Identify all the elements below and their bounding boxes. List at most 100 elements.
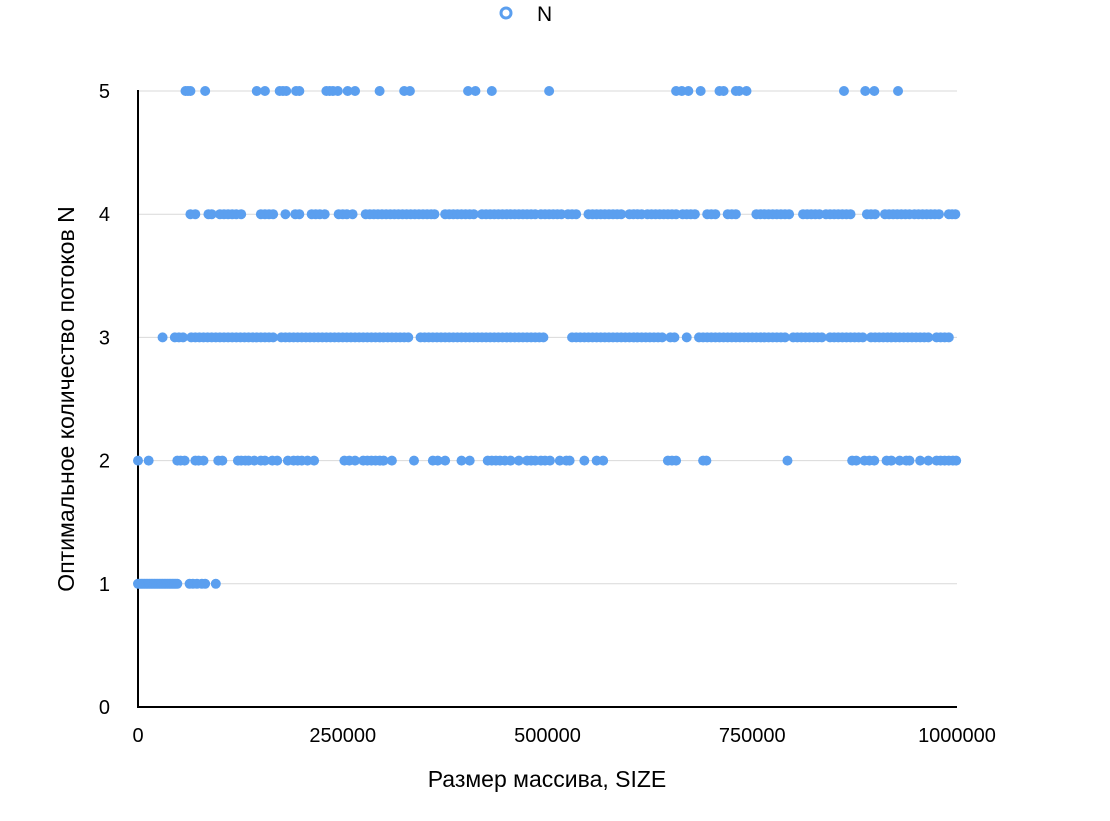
data-point (869, 455, 880, 466)
y-tick-label: 2 (99, 451, 110, 473)
tick-labels: 0 1 2 3 4 5 0 250000 500000 750000 1000000 (99, 81, 996, 747)
data-point (782, 455, 793, 466)
data-point (206, 209, 217, 220)
data-points (133, 86, 962, 589)
y-tick-label: 0 (99, 697, 110, 719)
y-axis-title: Оптимальное количество потоков N (53, 206, 79, 591)
data-point (784, 209, 795, 220)
data-point (816, 332, 827, 343)
data-point (403, 332, 414, 343)
data-point (671, 455, 682, 466)
data-point (294, 86, 305, 96)
data-point (564, 455, 575, 466)
data-point (657, 332, 668, 343)
data-point (200, 86, 211, 96)
x-tick-label: 250000 (309, 725, 376, 747)
data-point (210, 578, 221, 589)
x-tick-label: 750000 (719, 725, 786, 747)
data-point (172, 578, 183, 589)
data-point (950, 209, 961, 220)
data-point (272, 455, 283, 466)
data-point (538, 332, 549, 343)
axes (137, 90, 957, 708)
data-point (857, 332, 868, 343)
data-point (741, 86, 752, 96)
data-point (486, 86, 497, 96)
data-point (236, 209, 247, 220)
data-point (409, 455, 420, 466)
data-point (386, 455, 397, 466)
data-point (179, 455, 190, 466)
data-point (374, 86, 385, 96)
data-point (432, 455, 443, 466)
data-point (190, 209, 201, 220)
data-point (579, 455, 590, 466)
x-tick-label: 1000000 (918, 725, 996, 747)
data-point (923, 332, 934, 343)
data-point (404, 86, 415, 96)
data-point (695, 86, 706, 96)
data-point (268, 332, 279, 343)
data-point (309, 455, 320, 466)
data-point (513, 455, 524, 466)
data-point (951, 455, 962, 466)
legend: N (499, 3, 552, 26)
data-point (780, 332, 791, 343)
data-point (294, 209, 305, 220)
data-point (281, 86, 292, 96)
data-point (571, 209, 582, 220)
data-point (616, 209, 627, 220)
data-point (669, 332, 680, 343)
data-point (378, 455, 389, 466)
data-point (851, 455, 862, 466)
data-point (440, 455, 451, 466)
data-point (838, 86, 849, 96)
data-point (350, 455, 361, 466)
data-point (933, 209, 944, 220)
data-point (342, 86, 353, 96)
data-point (681, 332, 692, 343)
data-point (468, 209, 479, 220)
data-point (259, 86, 270, 96)
x-axis-title: Размер массива, SIZE (428, 766, 667, 792)
data-point (886, 455, 897, 466)
data-point (505, 455, 516, 466)
data-point (143, 455, 154, 466)
data-point (845, 209, 856, 220)
data-point (598, 455, 609, 466)
data-point (683, 86, 694, 96)
data-point (689, 209, 700, 220)
data-point (943, 332, 954, 343)
data-point (429, 209, 440, 220)
data-point (259, 455, 270, 466)
data-point (456, 455, 467, 466)
data-point (470, 86, 481, 96)
data-point (718, 86, 729, 96)
data-point (157, 332, 168, 343)
data-point (710, 209, 721, 220)
y-tick-label: 4 (99, 204, 110, 226)
data-point (268, 209, 279, 220)
data-point (332, 86, 343, 96)
data-point (133, 455, 143, 466)
data-point (860, 86, 871, 96)
data-point (319, 209, 330, 220)
data-point (923, 455, 934, 466)
data-point (185, 86, 196, 96)
data-point (915, 455, 926, 466)
x-tick-label: 500000 (514, 725, 581, 747)
y-tick-label: 1 (99, 574, 110, 596)
data-point (198, 455, 209, 466)
data-point (464, 455, 475, 466)
legend-label: N (537, 3, 552, 26)
data-point (734, 86, 745, 96)
data-point (893, 86, 904, 96)
data-point (701, 455, 712, 466)
data-point (200, 578, 211, 589)
y-tick-label: 5 (99, 81, 110, 103)
data-point (347, 209, 358, 220)
data-point (463, 86, 474, 96)
data-point (350, 86, 361, 96)
